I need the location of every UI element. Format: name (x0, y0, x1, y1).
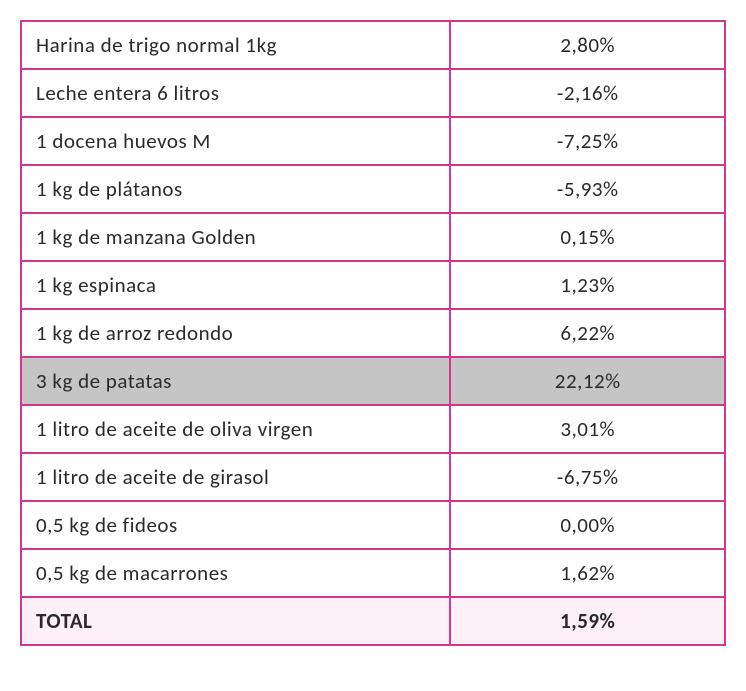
variation-value: -6,75% (450, 453, 725, 501)
variation-value: 0,15% (450, 213, 725, 261)
product-label: 1 litro de aceite de oliva virgen (21, 405, 450, 453)
table-row: 0,5 kg de macarrones1,62% (21, 549, 725, 597)
variation-value: 1,23% (450, 261, 725, 309)
variation-value: 1,62% (450, 549, 725, 597)
product-label: 1 kg de manzana Golden (21, 213, 450, 261)
table-row: 0,5 kg de fideos0,00% (21, 501, 725, 549)
variation-value: -7,25% (450, 117, 725, 165)
variation-value: 2,80% (450, 21, 725, 69)
table-row: 1 docena huevos M-7,25% (21, 117, 725, 165)
product-label: Harina de trigo normal 1kg (21, 21, 450, 69)
table-row: 1 litro de aceite de oliva virgen3,01% (21, 405, 725, 453)
product-label: 1 kg de arroz redondo (21, 309, 450, 357)
product-label: 1 litro de aceite de girasol (21, 453, 450, 501)
product-label: 0,5 kg de macarrones (21, 549, 450, 597)
table-body: Harina de trigo normal 1kg2,80%Leche ent… (21, 21, 725, 645)
product-label: 1 kg espinaca (21, 261, 450, 309)
variation-value: 3,01% (450, 405, 725, 453)
variation-value: -5,93% (450, 165, 725, 213)
variation-value: 6,22% (450, 309, 725, 357)
table-row: Leche entera 6 litros-2,16% (21, 69, 725, 117)
table-row: 1 litro de aceite de girasol-6,75% (21, 453, 725, 501)
variation-value: 0,00% (450, 501, 725, 549)
table-row: 1 kg espinaca1,23% (21, 261, 725, 309)
table-row: 3 kg de patatas22,12% (21, 357, 725, 405)
total-label: TOTAL (21, 597, 450, 645)
product-label: 3 kg de patatas (21, 357, 450, 405)
total-value: 1,59% (450, 597, 725, 645)
total-row: TOTAL1,59% (21, 597, 725, 645)
product-label: 0,5 kg de fideos (21, 501, 450, 549)
product-label: 1 kg de plátanos (21, 165, 450, 213)
variation-value: 22,12% (450, 357, 725, 405)
product-label: 1 docena huevos M (21, 117, 450, 165)
table-row: 1 kg de plátanos-5,93% (21, 165, 725, 213)
variation-value: -2,16% (450, 69, 725, 117)
table-row: 1 kg de manzana Golden0,15% (21, 213, 725, 261)
price-variation-table: Harina de trigo normal 1kg2,80%Leche ent… (20, 20, 726, 646)
table-row: 1 kg de arroz redondo6,22% (21, 309, 725, 357)
table-row: Harina de trigo normal 1kg2,80% (21, 21, 725, 69)
product-label: Leche entera 6 litros (21, 69, 450, 117)
